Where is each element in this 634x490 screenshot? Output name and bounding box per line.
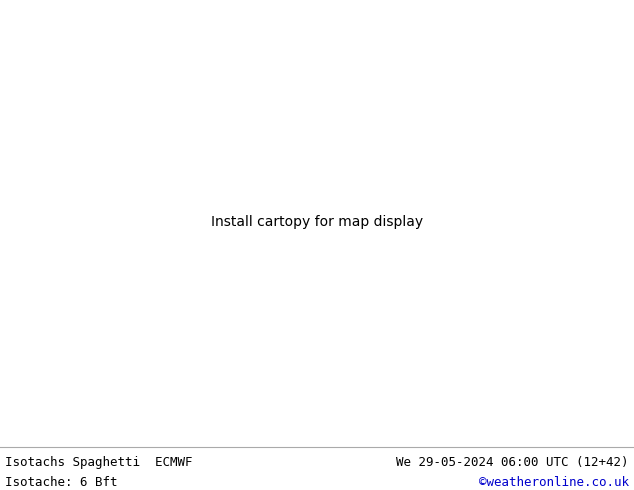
Text: Isotache: 6 Bft: Isotache: 6 Bft — [5, 476, 117, 489]
Text: ©weatheronline.co.uk: ©weatheronline.co.uk — [479, 476, 629, 489]
Text: Isotachs Spaghetti  ECMWF: Isotachs Spaghetti ECMWF — [5, 457, 193, 469]
Text: We 29-05-2024 06:00 UTC (12+42): We 29-05-2024 06:00 UTC (12+42) — [396, 457, 629, 469]
Text: Install cartopy for map display: Install cartopy for map display — [211, 215, 423, 229]
